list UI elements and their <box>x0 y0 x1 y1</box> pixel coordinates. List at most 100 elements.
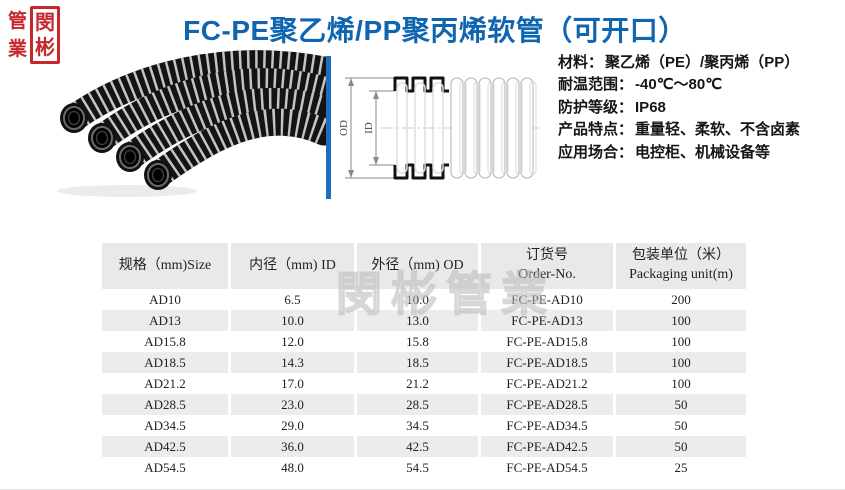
table-row: AD13 10.0 13.0 FC-PE-AD13 100 <box>102 310 746 331</box>
cell-size: AD34.5 <box>102 415 228 436</box>
logo-seal-box: 閔 彬 <box>30 6 61 64</box>
cell-inner-diameter: 36.0 <box>231 436 354 457</box>
cell-inner-diameter: 14.3 <box>231 352 354 373</box>
cell-size: AD54.5 <box>102 457 228 478</box>
cell-packaging-unit: 50 <box>616 415 746 436</box>
cell-size: AD18.5 <box>102 352 228 373</box>
logo-char: 彬 <box>35 35 56 59</box>
cell-size: AD28.5 <box>102 394 228 415</box>
spec-line: 产品特点： 重量轻、柔软、不含卤素 <box>558 119 800 141</box>
corrugation-profile <box>393 76 449 180</box>
spec-table: 规格（mm)Size 内径（mm) ID 外径（mm) OD 订货号 Order… <box>102 243 746 478</box>
header-cell-packaging-unit: 包装单位（米） Packaging unit(m) <box>616 243 746 289</box>
cell-inner-diameter: 17.0 <box>231 373 354 394</box>
tube-1 <box>60 50 328 133</box>
spiral-overlap-lines <box>459 81 537 175</box>
table-row: AD15.8 12.0 15.8 FC-PE-AD15.8 100 <box>102 331 746 352</box>
cell-packaging-unit: 100 <box>616 373 746 394</box>
header-cell-inner-diameter: 内径（mm) ID <box>231 243 354 289</box>
spec-value: 重量轻、柔软、不含卤素 <box>635 121 801 139</box>
spec-value: 聚乙烯（PE）/聚丙烯（PP） <box>605 54 800 71</box>
cell-packaging-unit: 100 <box>616 352 746 373</box>
spec-line: 防护等级： IP68 <box>558 97 800 119</box>
tube-4 <box>144 108 328 190</box>
od-dimension <box>345 77 395 179</box>
blue-divider-bar <box>326 56 331 199</box>
cell-packaging-unit: 100 <box>616 310 746 331</box>
header-line: 订货号 <box>526 248 568 264</box>
tube-3 <box>116 87 328 172</box>
tube-2 <box>88 68 328 153</box>
spec-line: 材料： 聚乙烯（PE）/聚丙烯（PP） <box>558 52 800 74</box>
header-line: 规格（mm)Size <box>118 257 212 273</box>
table-row: AD28.5 23.0 28.5 FC-PE-AD28.5 50 <box>102 394 746 415</box>
cell-outer-diameter: 42.5 <box>357 436 478 457</box>
header-line: Order-No. <box>518 267 576 282</box>
cell-order-no: FC-PE-AD54.5 <box>481 457 613 478</box>
spec-value: 电控柜、机械设备等 <box>635 143 771 161</box>
header-cell-order-no: 订货号 Order-No. <box>481 243 613 289</box>
cell-inner-diameter: 23.0 <box>231 394 354 415</box>
cell-outer-diameter: 10.0 <box>357 289 478 310</box>
cell-order-no: FC-PE-AD15.8 <box>481 331 613 352</box>
cell-order-no: FC-PE-AD34.5 <box>481 415 613 436</box>
logo-char: 閔 <box>35 10 56 34</box>
cell-size: AD13 <box>102 310 228 331</box>
spec-label: 材料： <box>558 54 604 71</box>
cell-outer-diameter: 18.5 <box>357 352 478 373</box>
od-label: OD <box>338 120 350 136</box>
brand-logo: 管 業 閔 彬 <box>8 6 61 64</box>
spec-line: 耐温范围： -40℃～80℃ <box>558 74 800 96</box>
cell-inner-diameter: 6.5 <box>231 289 354 310</box>
cell-packaging-unit: 50 <box>616 436 746 457</box>
arrowhead <box>348 170 354 178</box>
table-row: AD34.5 29.0 34.5 FC-PE-AD34.5 50 <box>102 415 746 436</box>
id-label: ID <box>363 122 375 134</box>
photo-shadow <box>57 185 197 197</box>
cell-size: AD10 <box>102 289 228 310</box>
cell-outer-diameter: 21.2 <box>357 373 478 394</box>
cell-inner-diameter: 48.0 <box>231 457 354 478</box>
product-photo-corrugated-tubes <box>57 50 328 197</box>
spec-line: 应用场合： 电控柜、机械设备等 <box>558 142 800 164</box>
logo-char: 管 <box>8 10 28 32</box>
header-line: 内径（mm) ID <box>249 257 336 273</box>
cell-packaging-unit: 200 <box>616 289 746 310</box>
logo-char: 業 <box>8 38 28 61</box>
dimension-diagram: OD ID <box>338 76 539 180</box>
header-line: Packaging unit(m) <box>629 267 733 282</box>
cell-order-no: FC-PE-AD28.5 <box>481 394 613 415</box>
spec-table-header: 规格（mm)Size 内径（mm) ID 外径（mm) OD 订货号 Order… <box>102 243 746 289</box>
arrowhead <box>348 78 354 86</box>
header-cell-outer-diameter: 外径（mm) OD <box>357 243 478 289</box>
cell-order-no: FC-PE-AD18.5 <box>481 352 613 373</box>
cell-order-no: FC-PE-AD42.5 <box>481 436 613 457</box>
spec-label: 应用场合： <box>558 143 634 161</box>
cell-size: AD42.5 <box>102 436 228 457</box>
spec-value: IP68 <box>635 98 666 116</box>
id-dimension <box>369 90 395 166</box>
spec-value: -40℃～80℃ <box>635 76 723 94</box>
header-cell-size: 规格（mm)Size <box>102 243 228 289</box>
product-specs: 材料： 聚乙烯（PE）/聚丙烯（PP） 耐温范围： -40℃～80℃ 防护等级： IP… <box>558 52 800 164</box>
cell-size: AD21.2 <box>102 373 228 394</box>
cell-outer-diameter: 15.8 <box>357 331 478 352</box>
cell-inner-diameter: 10.0 <box>231 310 354 331</box>
cell-packaging-unit: 50 <box>616 394 746 415</box>
cell-outer-diameter: 34.5 <box>357 415 478 436</box>
cell-packaging-unit: 100 <box>616 331 746 352</box>
table-row: AD18.5 14.3 18.5 FC-PE-AD18.5 100 <box>102 352 746 373</box>
table-row: AD21.2 17.0 21.2 FC-PE-AD21.2 100 <box>102 373 746 394</box>
spec-label: 产品特点： <box>558 121 634 139</box>
cell-outer-diameter: 13.0 <box>357 310 478 331</box>
table-row: AD54.5 48.0 54.5 FC-PE-AD54.5 25 <box>102 457 746 478</box>
cell-order-no: FC-PE-AD13 <box>481 310 613 331</box>
arrowhead <box>373 91 379 99</box>
table-row: AD42.5 36.0 42.5 FC-PE-AD42.5 50 <box>102 436 746 457</box>
page-title: FC-PE聚乙烯/PP聚丙烯软管（可开口） <box>183 15 687 46</box>
spec-label: 耐温范围： <box>558 76 634 94</box>
cell-size: AD15.8 <box>102 331 228 352</box>
cell-inner-diameter: 12.0 <box>231 331 354 352</box>
cell-outer-diameter: 54.5 <box>357 457 478 478</box>
